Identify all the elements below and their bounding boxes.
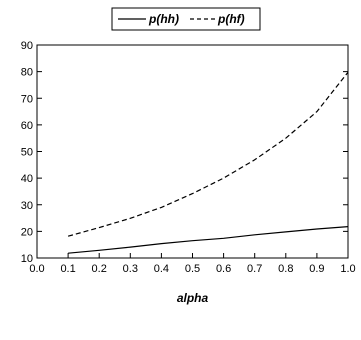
series-line-phh xyxy=(68,226,349,254)
x-tick-label: 0.9 xyxy=(309,263,324,275)
x-tick-label: 1.0 xyxy=(340,263,355,275)
legend-box xyxy=(111,7,261,31)
x-axis-title: alpha xyxy=(177,291,209,305)
y-axis: 10 20 30 40 50 60 70 80 90 xyxy=(21,40,348,265)
x-tick-label: 0.1 xyxy=(60,263,75,275)
series-layer xyxy=(67,71,349,254)
x-tick-label: 0.2 xyxy=(92,263,107,275)
x-tick-label: 0.7 xyxy=(247,263,262,275)
y-tick-label: 60 xyxy=(21,120,33,132)
y-tick-label: 80 xyxy=(21,67,33,79)
legend-label: p(hf) xyxy=(217,12,245,26)
plot-area-frame xyxy=(36,44,349,259)
y-tick-label: 50 xyxy=(21,147,33,159)
y-tick-label: 10 xyxy=(21,253,33,265)
y-tick-label: 30 xyxy=(21,200,33,212)
y-tick-label: 90 xyxy=(21,40,33,52)
y-tick-label: 20 xyxy=(21,226,33,238)
x-tick-label: 0.4 xyxy=(154,263,169,275)
legend-label: p(hh) xyxy=(148,12,179,26)
x-tick-label: 0.3 xyxy=(123,263,138,275)
legend: p(hh) p(hf) xyxy=(111,7,261,31)
x-tick-label: 0.8 xyxy=(278,263,293,275)
x-tick-label: 0.0 xyxy=(29,263,44,275)
x-tick-label: 0.6 xyxy=(216,263,231,275)
y-tick-label: 70 xyxy=(21,93,33,105)
x-tick-label: 0.5 xyxy=(185,263,200,275)
series-line-phf xyxy=(67,71,349,237)
y-tick-label: 40 xyxy=(21,173,33,185)
x-axis: 0.0 0.1 0.2 0.3 0.4 0.5 0.6 0.7 0.8 0.9 1.0 xyxy=(29,253,356,275)
